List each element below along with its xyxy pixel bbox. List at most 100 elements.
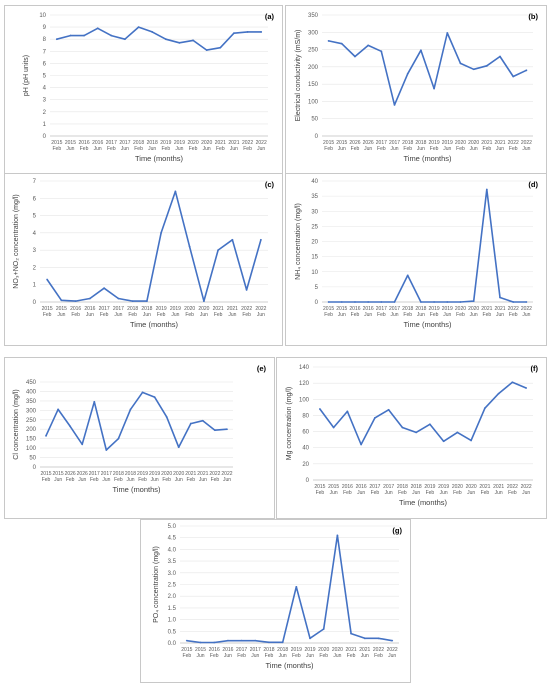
data-point [213,641,216,644]
x-tick-label: 2019 [442,140,453,146]
data-point [129,408,132,411]
data-point [377,637,380,640]
data-point [240,639,243,642]
data-point [470,439,473,442]
x-tick-label: Jun [522,312,530,318]
series-line [186,534,393,644]
data-point [472,300,475,302]
data-point [525,301,528,303]
panel-label: (a) [265,12,275,21]
y-tick-label: 0 [33,300,37,306]
x-tick-label: Feb [316,490,325,496]
x-tick-label: Feb [483,312,492,318]
x-tick-label: 2018 [402,140,413,146]
x-tick-label: 2018 [402,306,413,312]
y-tick-label: 0 [315,300,319,306]
y-tick-label: 0.5 [168,629,177,635]
y-tick-label: 3 [33,248,37,254]
x-tick-label: Feb [481,490,490,496]
x-tick-label: 2019 [170,306,181,312]
data-point [401,426,404,429]
x-tick-label: Feb [265,653,274,659]
data-point [145,300,148,303]
x-tick-label: Feb [403,146,412,152]
data-point [202,300,205,303]
x-tick-label: Jun [279,653,287,659]
y-tick-label: 150 [26,437,37,443]
y-tick-label: 10 [311,270,318,276]
data-point [117,297,120,300]
y-tick-label: 5 [315,285,319,291]
x-tick-label: Feb [430,312,439,318]
y-tick-label: 0 [306,478,310,484]
data-point [420,49,422,52]
x-tick-label: Feb [374,653,383,659]
panel-frame [285,173,547,346]
y-tick-label: 80 [302,413,309,419]
data-point [268,641,270,644]
data-point [259,238,262,241]
data-point [177,446,180,449]
x-tick-label: 2015 [314,484,325,490]
data-point [380,301,383,303]
y-tick-label: 1.0 [168,618,177,624]
x-tick-label: 2019 [137,471,148,477]
x-tick-label: 2016 [84,306,95,312]
x-tick-label: Feb [216,146,225,152]
y-tick-label: 15 [311,255,318,261]
data-point [393,103,396,106]
data-point [499,55,501,58]
data-point [254,639,257,642]
y-tick-label: 8 [43,37,47,43]
data-point [309,637,311,640]
data-point [350,632,352,635]
x-tick-label: 2022 [387,647,398,653]
x-tick-label: 2019 [160,140,171,146]
data-point [245,289,248,291]
data-point [188,245,191,248]
data-point [354,55,356,58]
x-tick-label: 2016 [209,647,220,653]
x-tick-label: 2020 [468,306,479,312]
x-tick-label: Jun [257,146,265,152]
y-axis-title: pH (pH units) [23,55,30,96]
x-tick-label: Feb [398,490,407,496]
data-point [124,38,126,41]
x-tick-label: 2015 [56,306,67,312]
y-tick-label: 50 [29,456,36,462]
x-tick-label: Feb [292,653,301,659]
data-point [380,50,383,53]
x-tick-label: 2021 [228,140,239,146]
data-point [60,299,63,302]
x-tick-label: Feb [508,490,517,496]
panel-frame [4,357,275,519]
data-point [69,34,72,37]
data-point [192,39,194,42]
x-tick-label: Feb [430,146,439,152]
x-tick-label: Jun [151,477,159,483]
x-tick-label: Jun [364,312,372,318]
data-point [81,443,84,446]
x-tick-label: Jun [391,146,399,152]
data-point [415,431,418,434]
panel-label: (c) [265,180,275,189]
x-tick-label: Jun [199,477,207,483]
x-tick-label: Jun [54,477,62,483]
x-tick-label: 2018 [147,140,158,146]
y-tick-label: 6 [43,61,47,67]
y-tick-label: 2.5 [168,583,177,589]
data-point [246,31,249,33]
x-tick-label: 2015 [328,484,339,490]
x-tick-label: Feb [509,146,518,152]
x-tick-label: Jun [171,312,179,318]
data-point [93,400,96,403]
x-tick-label: 2017 [383,484,394,490]
data-point [185,639,188,642]
x-tick-label: 2016 [79,140,90,146]
x-tick-label: 2022 [373,647,384,653]
y-tick-label: 4 [43,86,47,92]
panel-frame [276,357,547,519]
data-point [189,422,192,425]
y-axis-title: NO₃+NO₂ concentration (mg/l) [13,194,20,288]
y-tick-label: 7 [43,49,47,55]
